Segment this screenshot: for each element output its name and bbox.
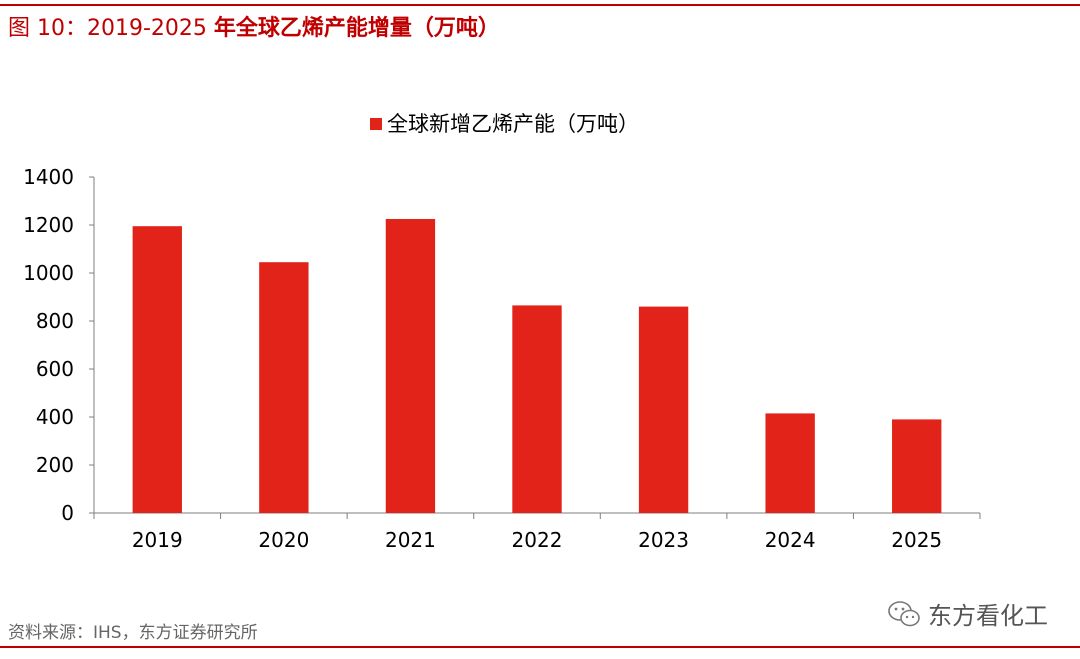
figure-title: 图 10：2019-2025 年全球乙烯产能增量（万吨） (8, 12, 500, 46)
bar-2025 (892, 419, 942, 513)
x-tick-label: 2021 (385, 528, 436, 552)
bar-2021 (385, 219, 436, 513)
bar-chart: 0 200 400 600 800 1000 1200 1400 2019 2020 2021 202… (23, 165, 981, 552)
bar-2022 (512, 305, 562, 513)
watermark: 东方看化工 (886, 596, 1048, 631)
chart-area: 0 200 400 600 800 1000 1200 1400 2019 2020 2021 202… (0, 90, 1080, 570)
source-note: 资料来源：IHS，东方证券研究所 (8, 623, 258, 643)
top-rule (0, 4, 1080, 6)
bar-2019 (132, 226, 182, 513)
y-tick-label: 600 (36, 357, 74, 381)
legend-label: 全球新增乙烯产能（万吨） (387, 112, 639, 136)
y-tick-label: 1400 (23, 165, 74, 189)
bar-2020 (259, 262, 309, 513)
y-tick-label: 1000 (23, 261, 74, 285)
x-tick-label: 2020 (258, 528, 309, 552)
y-tick-label: 1200 (23, 213, 74, 237)
y-tick-label: 200 (36, 453, 74, 477)
bar-2024 (765, 413, 815, 513)
bar-2023 (638, 306, 689, 513)
y-tick-label: 0 (61, 501, 74, 525)
watermark-text: 东方看化工 (928, 602, 1048, 630)
y-tick-label: 400 (36, 405, 74, 429)
legend-swatch (370, 118, 382, 130)
x-tick-label: 2019 (132, 528, 183, 552)
wechat-icon (888, 600, 920, 626)
x-tick-label: 2022 (512, 528, 563, 552)
y-tick-label: 800 (36, 309, 74, 333)
legend: 全球新增乙烯产能（万吨） (370, 110, 639, 138)
figure-title-text: 年全球乙烯产能增量（万吨） (213, 16, 500, 41)
x-tick-label: 2024 (765, 528, 816, 552)
bottom-rule (0, 646, 1080, 648)
x-tick-label: 2025 (891, 528, 942, 552)
x-tick-label: 2023 (638, 528, 689, 552)
figure-title-range: 2019-2025 (87, 16, 214, 41)
figure-label: 图 10： (8, 16, 87, 41)
